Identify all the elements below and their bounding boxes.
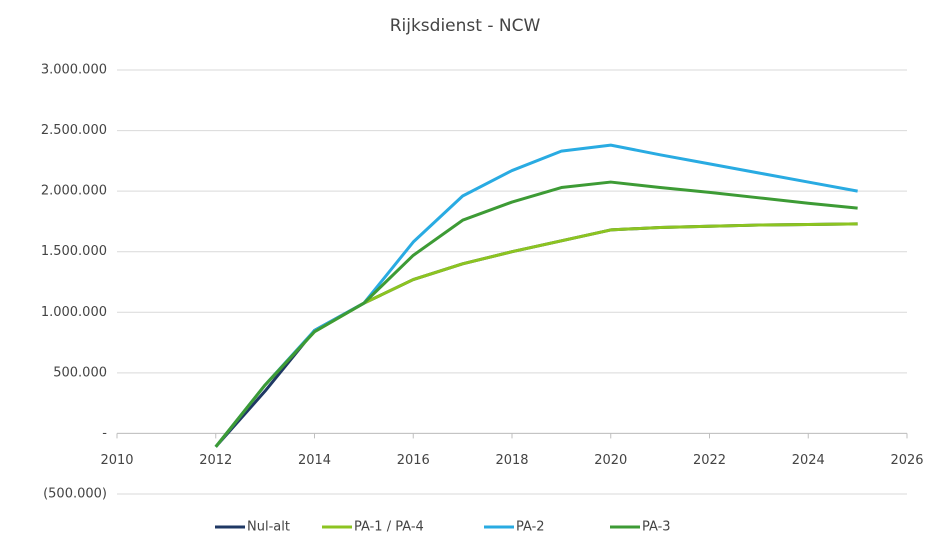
x-tick-label: 2024 <box>792 453 825 468</box>
legend-label: Nul-alt <box>247 520 290 535</box>
chart-title: Rijksdienst - NCW <box>390 16 541 36</box>
x-tick-label: 2022 <box>693 453 726 468</box>
x-tick-label: 2016 <box>397 453 430 468</box>
y-tick-label: 500.000 <box>53 365 107 380</box>
y-tick-label: (500.000) <box>43 487 107 502</box>
y-tick-label: 2.000.000 <box>41 184 107 199</box>
y-tick-label: 1.000.000 <box>41 305 107 320</box>
y-tick-label: 3.000.000 <box>41 63 107 78</box>
y-tick-label: 2.500.000 <box>41 123 107 138</box>
series-line <box>214 180 858 448</box>
x-tick-label: 2012 <box>199 453 232 468</box>
series-line <box>214 143 858 448</box>
x-tick-label: 2026 <box>890 453 923 468</box>
y-tick-label: - <box>102 426 107 441</box>
x-tick-label: 2010 <box>100 453 133 468</box>
x-tick-label: 2020 <box>594 453 627 468</box>
y-tick-label: 1.500.000 <box>41 244 107 259</box>
x-tick-label: 2014 <box>298 453 331 468</box>
legend-label: PA-2 <box>516 520 545 535</box>
legend-label: PA-1 / PA-4 <box>354 520 424 535</box>
x-tick-label: 2018 <box>495 453 528 468</box>
legend-label: PA-3 <box>642 520 671 535</box>
